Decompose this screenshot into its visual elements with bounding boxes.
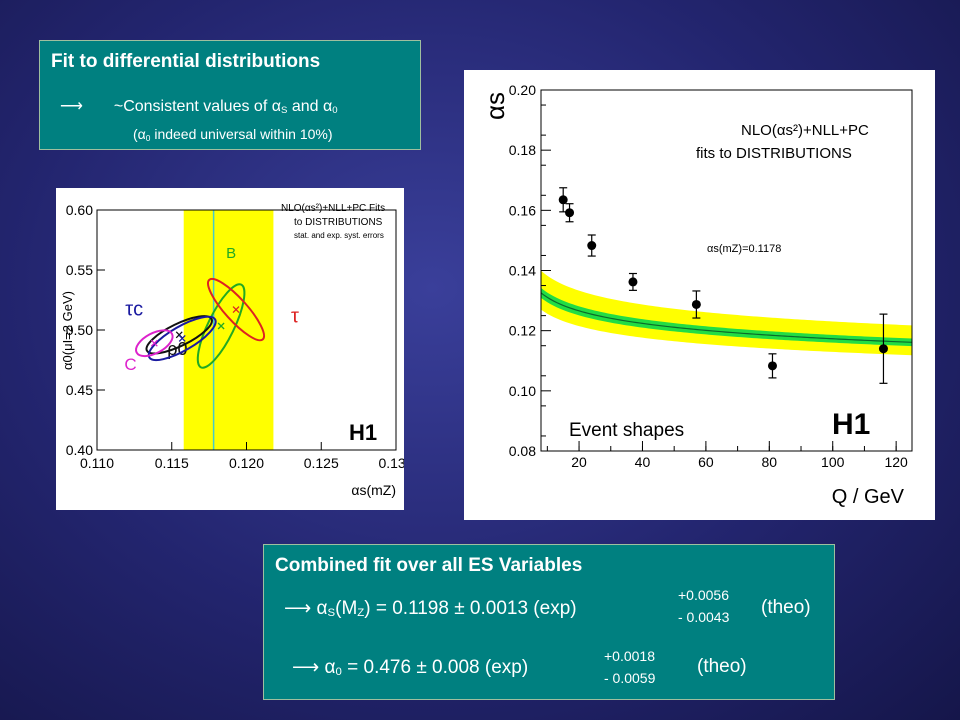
alpha0-theo-down: - 0.0059 bbox=[604, 670, 656, 686]
contour-ρ0 bbox=[145, 315, 213, 355]
data-point bbox=[878, 344, 888, 354]
data-point bbox=[565, 208, 575, 218]
contour-τ bbox=[207, 277, 266, 342]
y-tick-label: 0.12 bbox=[509, 323, 536, 339]
x-tick-label: 0.115 bbox=[155, 455, 189, 471]
x-tick-label: 0.120 bbox=[229, 455, 264, 471]
data-point bbox=[767, 361, 777, 371]
y-tick-label: 0.18 bbox=[509, 142, 536, 158]
x-tick-label: 60 bbox=[698, 454, 714, 470]
experiment-label: H1 bbox=[832, 408, 870, 441]
contour-τc bbox=[147, 315, 217, 362]
x-tick-label: 80 bbox=[762, 454, 778, 470]
y-tick-label: 0.16 bbox=[509, 202, 536, 218]
y-tick-label: 0.50 bbox=[66, 322, 93, 338]
alpha0-theo-up: +0.0018 bbox=[604, 648, 655, 664]
y-tick-label: 0.60 bbox=[66, 202, 93, 218]
contour-C bbox=[135, 329, 174, 358]
summary-title: Fit to differential distributions bbox=[51, 51, 321, 72]
annotation-fits: fits to DISTRIBUTIONS bbox=[696, 145, 852, 162]
data-point bbox=[628, 277, 638, 287]
data-point bbox=[587, 241, 597, 251]
y-tick-label: 0.55 bbox=[66, 262, 93, 278]
y-tick-label: 0.45 bbox=[66, 382, 93, 398]
combined-fit-box: Combined fit over all ES Variables ⟶ αS(… bbox=[263, 544, 835, 700]
series-label: B bbox=[226, 245, 236, 262]
y-tick-label: 0.08 bbox=[509, 443, 536, 459]
uncertainty-band bbox=[183, 210, 274, 450]
contour-chart: 0.40 0.45 0.50 0.55 0.60 0.110 0.115 0.120 0.125… bbox=[60, 202, 414, 498]
fit-bands bbox=[541, 270, 912, 356]
contour-B bbox=[196, 283, 246, 369]
annotation-event-shapes: Event shapes bbox=[569, 420, 684, 441]
data-point bbox=[691, 299, 701, 309]
alpha0-theo-label: (theo) bbox=[697, 656, 747, 677]
summary-box: Fit to differential distributions ⟶ ~Con… bbox=[39, 40, 421, 150]
annotation-method: NLO(αs²)+NLL+PC bbox=[741, 122, 869, 139]
summary-line-1: ⟶ ~Consistent values of αS and α0 bbox=[60, 98, 338, 116]
alphas-theo-up: +0.0056 bbox=[678, 587, 729, 603]
arrow-icon: ⟶ bbox=[292, 657, 320, 678]
experiment-label: H1 bbox=[349, 420, 377, 445]
y-tick-label: 0.40 bbox=[66, 442, 93, 458]
x-tick-label: 0.125 bbox=[304, 455, 339, 471]
x-tick-label: 120 bbox=[884, 454, 908, 470]
series-label: ρ0 bbox=[167, 339, 187, 359]
legend-line-3: stat. and exp. syst. errors bbox=[294, 231, 384, 240]
series-label: τ bbox=[291, 306, 299, 328]
x-tick-label: 40 bbox=[635, 454, 651, 470]
y-tick-label: 0.14 bbox=[509, 263, 536, 279]
y-axis-label: α0(μI=2 GeV) bbox=[60, 291, 75, 370]
x-tick-label: 100 bbox=[821, 454, 845, 470]
alphas-theo-label: (theo) bbox=[761, 597, 811, 618]
fit-curve bbox=[541, 292, 912, 343]
x-tick-label: 0.110 bbox=[80, 455, 114, 471]
x-tick-label: 0.130 bbox=[378, 455, 404, 471]
theory-band bbox=[541, 270, 912, 356]
best-fit-marker bbox=[217, 322, 225, 330]
x-tick-label: 20 bbox=[571, 454, 587, 470]
best-fit-marker bbox=[178, 334, 186, 342]
alphas-theo-down: - 0.0043 bbox=[678, 609, 730, 625]
legend-line-1: NLO(αs²)+NLL+PC Fits bbox=[281, 203, 385, 214]
series-label: C bbox=[124, 355, 136, 374]
combined-title: Combined fit over all ES Variables bbox=[275, 555, 583, 576]
best-fit-marker bbox=[150, 339, 158, 347]
running-chart: 0.08 0.10 0.12 0.14 0.16 0.18 0.20 20 40 60 80 100 1… bbox=[480, 82, 913, 508]
arrow-icon: ⟶ bbox=[60, 98, 83, 115]
alpha0-result: ⟶ α0 = 0.476 ± 0.008 (exp) bbox=[292, 657, 529, 678]
y-axis-label: αs bbox=[480, 92, 510, 120]
x-axis-label: Q / GeV bbox=[832, 486, 905, 508]
arrow-icon: ⟶ bbox=[284, 598, 312, 619]
y-tick-label: 0.20 bbox=[509, 82, 536, 98]
y-tick-label: 0.10 bbox=[509, 383, 536, 399]
data-point bbox=[558, 195, 568, 205]
annotation-alphas: αs(mZ)=0.1178 bbox=[707, 243, 781, 255]
summary-line-2: (α0 indeed universal within 10%) bbox=[133, 126, 333, 143]
alphas-running-plot: 0.08 0.10 0.12 0.14 0.16 0.18 0.20 20 40 60 80 100 1… bbox=[464, 70, 935, 520]
series-label: τc bbox=[125, 298, 143, 320]
x-axis-label: αs(mZ) bbox=[351, 482, 396, 498]
legend-line-2: to DISTRIBUTIONS bbox=[294, 217, 383, 228]
alphas-result: ⟶ αS(MZ) = 0.1198 ± 0.0013 (exp) bbox=[284, 598, 577, 619]
alpha0-vs-alphas-plot: 0.40 0.45 0.50 0.55 0.60 0.110 0.115 0.120 0.125… bbox=[56, 188, 414, 510]
best-fit-marker bbox=[232, 306, 240, 314]
